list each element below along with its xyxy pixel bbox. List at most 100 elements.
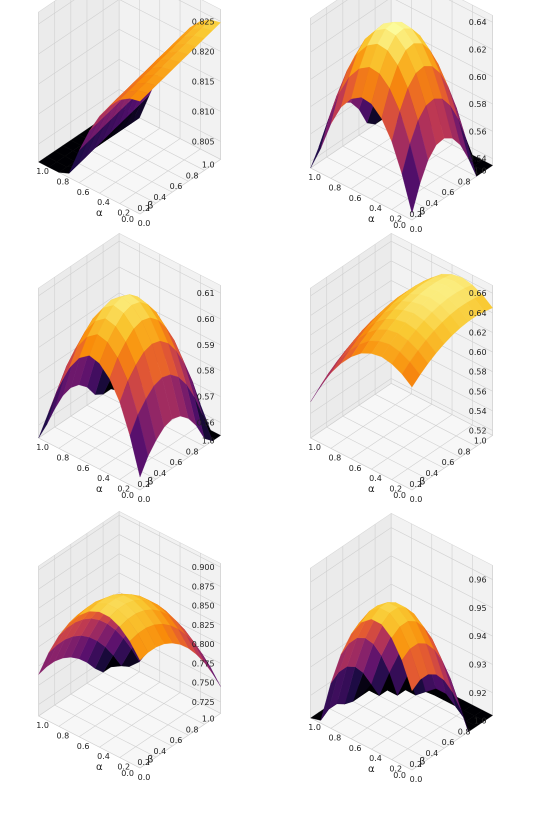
beta-tick-label: 0.4: [154, 469, 167, 478]
grid-line: [54, 704, 157, 758]
z-tick-label: 0.58: [469, 100, 487, 109]
z-tick-label: 0.54: [469, 407, 487, 416]
beta-tick-label: 0.4: [426, 469, 439, 478]
alpha-tick-label: 0.4: [97, 474, 110, 483]
grid-line: [70, 693, 173, 747]
grid-line: [99, 692, 181, 748]
z-tick-label: 0.805: [192, 137, 215, 146]
grid-line: [38, 59, 221, 115]
beta-tick-label: 0.8: [186, 725, 199, 734]
beta-axis-label: β: [419, 757, 425, 768]
grid-line: [119, 424, 201, 480]
grid-line: [310, 527, 493, 583]
beta-tick-label: 0.6: [170, 458, 183, 467]
z-tick-label: 0.64: [469, 309, 487, 318]
grid-line: [371, 414, 453, 470]
z-tick-label: 0.93: [469, 660, 487, 669]
alpha-tick-label: 0.0: [138, 495, 151, 504]
beta-tick-label: 0.6: [442, 188, 455, 197]
z-tick-label: 0.66: [469, 289, 487, 298]
grid-line: [391, 383, 493, 436]
beta-tick-label: 0.2: [409, 760, 422, 769]
alpha-tick-label: 0.4: [97, 198, 110, 207]
grid-line: [139, 713, 221, 769]
chart-panel: C→A0.7250.7500.7750.8000.8250.8500.8750.…: [36, 510, 222, 782]
grid-line: [371, 694, 453, 750]
z-tick-label: 0.62: [469, 45, 487, 54]
z-tick-label: 0.900: [192, 563, 215, 572]
alpha-tick-label: 0.0: [138, 773, 151, 782]
chart-panel: B→A0.920.930.940.950.960.00.20.40.60.81.…: [308, 512, 494, 784]
grid-line: [38, 572, 221, 628]
z-tick-label: 0.56: [469, 127, 487, 136]
grid-line: [411, 435, 493, 491]
beta-tick-label: 0.8: [458, 447, 471, 456]
alpha-tick-label: 0.2: [389, 485, 402, 494]
beta-tick-label: 0.8: [186, 447, 199, 456]
surface-patch: [401, 143, 421, 214]
beta-tick-label: 1.0: [474, 166, 487, 175]
z-tick-label: 0.64: [469, 18, 487, 27]
alpha-tick-label: 0.2: [389, 215, 402, 224]
beta-axis-label: β: [147, 477, 153, 488]
z-tick-label: 0.61: [197, 289, 215, 298]
z-tick-label: 0.810: [192, 107, 215, 116]
beta-tick-label: 0.4: [154, 193, 167, 202]
beta-tick-label: 0.2: [409, 480, 422, 489]
beta-tick-label: 0.2: [137, 758, 150, 767]
beta-tick-label: 0.2: [137, 480, 150, 489]
z-tick-label: 0.94: [469, 632, 487, 641]
beta-tick-label: 1.0: [202, 714, 215, 723]
alpha-tick-label: 0.6: [349, 464, 362, 473]
alpha-tick-label: 0.4: [369, 474, 382, 483]
beta-tick-label: 0.2: [409, 210, 422, 219]
grid-line: [342, 415, 445, 469]
grid-line: [38, 514, 221, 571]
z-tick-label: 0.60: [469, 73, 487, 82]
grid-line: [99, 138, 181, 194]
z-tick-label: 0.60: [197, 315, 215, 324]
grid-line: [358, 404, 461, 458]
z-tick-label: 0.58: [469, 368, 487, 377]
alpha-tick-label: 0.8: [57, 731, 70, 740]
alpha-tick-label: 0.0: [410, 225, 423, 234]
beta-tick-label: 0.4: [426, 749, 439, 758]
grid-line: [119, 702, 201, 758]
grid-line: [38, 534, 221, 590]
grid-line: [310, 437, 413, 491]
surface-patch: [401, 648, 421, 692]
alpha-tick-label: 0.2: [389, 765, 402, 774]
z-tick-label: 0.815: [192, 77, 215, 86]
grid-line: [78, 681, 160, 738]
z-tick-label: 0.56: [197, 418, 215, 427]
alpha-tick-label: 1.0: [36, 167, 49, 176]
alpha-tick-label: 1.0: [36, 443, 49, 452]
grid-line: [330, 393, 412, 449]
beta-tick-label: 0.2: [137, 204, 150, 213]
z-tick-label: 0.92: [469, 689, 487, 698]
grid-line: [139, 435, 221, 491]
beta-tick-label: 0.0: [121, 769, 134, 778]
grid-line: [119, 661, 221, 714]
alpha-tick-label: 0.8: [329, 453, 342, 462]
beta-axis-label: β: [419, 477, 425, 488]
grid-line: [350, 403, 432, 460]
grid-line: [310, 0, 493, 53]
grid-line: [374, 394, 477, 447]
beta-tick-label: 1.0: [474, 716, 487, 725]
beta-tick-label: 0.8: [458, 727, 471, 736]
grid-line: [58, 671, 140, 727]
alpha-tick-label: 1.0: [36, 721, 49, 730]
grid-line: [38, 266, 221, 322]
beta-tick-label: 0.0: [393, 491, 406, 500]
grid-line: [38, 437, 141, 491]
grid-line: [38, 0, 221, 25]
beta-tick-label: 0.4: [154, 747, 167, 756]
grid-line: [342, 695, 445, 749]
chart-panel: C→B0.540.560.580.600.620.640.00.20.40.60…: [308, 0, 494, 234]
alpha-tick-label: 1.0: [308, 723, 321, 732]
beta-tick-label: 0.6: [442, 738, 455, 747]
alpha-tick-label: 0.4: [369, 204, 382, 213]
alpha-axis-label: α: [96, 762, 103, 773]
beta-tick-label: 0.6: [170, 182, 183, 191]
